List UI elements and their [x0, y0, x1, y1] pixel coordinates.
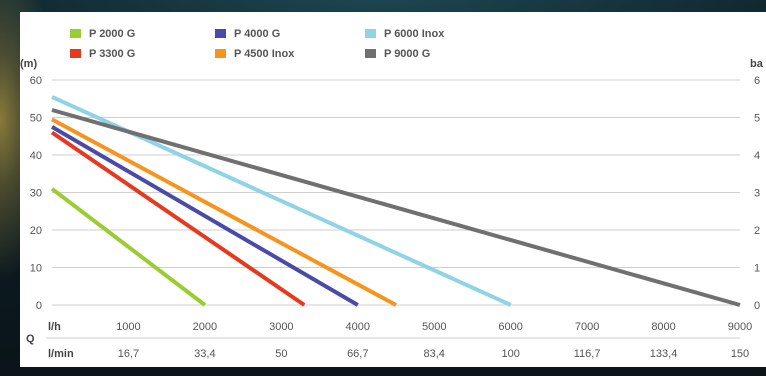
- legend-item: P 6000 Inox: [365, 28, 445, 40]
- x-tick-label-lh: 3000: [269, 321, 293, 333]
- x-tick-label-lmin: 50: [275, 348, 287, 360]
- legend-label: P 6000 Inox: [384, 28, 445, 40]
- x-tick-label-lmin: 66,7: [347, 348, 368, 360]
- x-tick-label-lh: 7000: [575, 321, 599, 333]
- legend: P 2000 G P 4000 G P 6000 Inox P 3300 G P 450…: [70, 28, 445, 60]
- x-unit-lh: l/h: [48, 321, 61, 333]
- x-tick-label-lh: 4000: [346, 321, 370, 333]
- x-tick-label-lmin: 150: [731, 348, 749, 360]
- series-layer: [50, 95, 741, 307]
- y-right-unit: ba: [750, 58, 764, 70]
- y-left-tick-label: 30: [30, 188, 42, 200]
- legend-swatch: [215, 49, 226, 58]
- legend-label: P 9000 G: [384, 48, 430, 60]
- legend-swatch: [365, 29, 376, 38]
- series-line: [50, 130, 306, 307]
- y-left-tick-label: 20: [30, 225, 42, 237]
- axis-layer: (m) ba l/h Q l/min: [20, 58, 764, 360]
- legend-swatch: [70, 29, 81, 38]
- x-tick-label-lh: 6000: [498, 321, 522, 333]
- x-tick-label-lh: 2000: [193, 321, 217, 333]
- grid-layer: 0 0 10 1 20 2 30 3 40 4 50 5 60 6 1000 16,7 2000 33,4 3000…: [30, 75, 760, 360]
- y-left-tick-label: 10: [30, 263, 42, 275]
- series-line: [51, 117, 397, 307]
- series-line: [50, 125, 359, 307]
- legend-item: P 4500 Inox: [215, 48, 295, 60]
- x-tick-label-lmin: 133,4: [650, 348, 678, 360]
- y-left-unit: (m): [20, 58, 37, 70]
- x-tick-label-lmin: 116,7: [574, 348, 601, 360]
- y-right-tick-label: 2: [754, 225, 760, 237]
- y-left-tick-label: 0: [36, 300, 42, 312]
- series-line: [50, 187, 207, 307]
- legend-item: P 9000 G: [365, 48, 430, 60]
- legend-label: P 2000 G: [89, 28, 135, 40]
- series-line: [51, 108, 741, 307]
- y-right-tick-label: 6: [754, 75, 760, 87]
- x-tick-label-lmin: 100: [501, 348, 519, 360]
- legend-label: P 4000 G: [234, 28, 280, 40]
- x-axis-label: Q: [26, 333, 35, 345]
- x-tick-label-lmin: 33,4: [194, 348, 215, 360]
- y-left-tick-label: 60: [30, 75, 42, 87]
- y-right-tick-label: 1: [754, 263, 760, 275]
- x-tick-label-lh: 1000: [116, 321, 140, 333]
- legend-swatch: [70, 49, 81, 58]
- chart-panel: [20, 12, 766, 367]
- legend-swatch: [215, 29, 226, 38]
- x-tick-label-lmin: 83,4: [424, 348, 445, 360]
- x-tick-label-lh: 5000: [422, 321, 446, 333]
- x-tick-label-lh: 9000: [728, 321, 752, 333]
- x-tick-label-lmin: 16,7: [118, 348, 139, 360]
- y-right-tick-label: 3: [754, 188, 760, 200]
- y-right-tick-label: 5: [754, 113, 760, 125]
- x-tick-label-lh: 8000: [651, 321, 675, 333]
- y-right-tick-label: 0: [754, 300, 760, 312]
- legend-label: P 3300 G: [89, 48, 135, 60]
- legend-item: P 2000 G: [70, 28, 135, 40]
- legend-label: P 4500 Inox: [234, 48, 295, 60]
- legend-item: P 3300 G: [70, 48, 135, 60]
- legend-item: P 4000 G: [215, 28, 280, 40]
- y-left-tick-label: 40: [30, 150, 42, 162]
- y-right-tick-label: 4: [754, 150, 760, 162]
- legend-swatch: [365, 49, 376, 58]
- x-unit-lmin: l/min: [48, 348, 74, 360]
- y-left-tick-label: 50: [30, 113, 42, 125]
